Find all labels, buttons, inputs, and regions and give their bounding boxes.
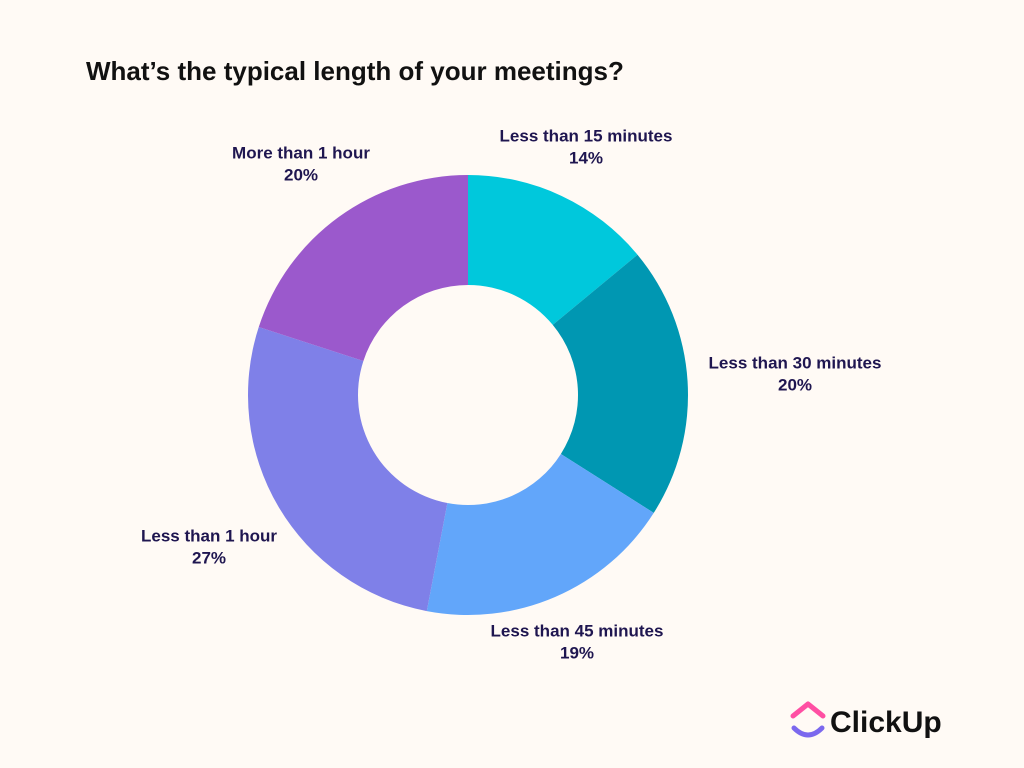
slice-category-label: Less than 1 hour xyxy=(141,526,277,545)
slice-category-label: Less than 45 minutes xyxy=(491,621,664,640)
brand-name: ClickUp xyxy=(830,706,942,739)
donut-slice xyxy=(258,175,468,362)
donut-slice xyxy=(552,254,688,513)
slice-category-label: Less than 15 minutes xyxy=(500,126,673,145)
slice-value-label: 27% xyxy=(192,548,226,567)
slice-category-label: Less than 30 minutes xyxy=(709,353,882,372)
slice-value-label: 19% xyxy=(560,643,594,662)
donut-slice xyxy=(247,327,448,612)
slice-value-label: 14% xyxy=(569,148,603,167)
slice-category-label: More than 1 hour xyxy=(232,143,370,162)
logo-icon-top xyxy=(790,701,826,719)
logo-icon-bottom xyxy=(791,725,825,738)
slice-value-label: 20% xyxy=(778,375,812,394)
slice-value-label: 20% xyxy=(284,165,318,184)
brand-logo: ClickUp xyxy=(790,701,942,739)
donut-slice xyxy=(426,453,654,615)
chart-title: What’s the typical length of your meetin… xyxy=(86,56,624,86)
donut-slice xyxy=(468,175,638,325)
